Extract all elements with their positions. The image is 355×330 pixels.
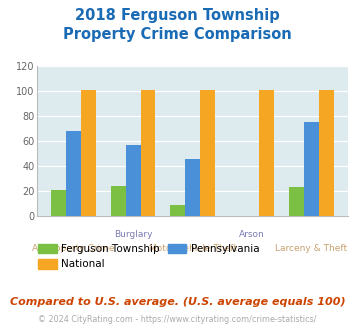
Text: 2018 Ferguson Township
Property Crime Comparison: 2018 Ferguson Township Property Crime Co… bbox=[63, 8, 292, 42]
Text: © 2024 CityRating.com - https://www.cityrating.com/crime-statistics/: © 2024 CityRating.com - https://www.city… bbox=[38, 315, 317, 324]
Bar bbox=[185, 159, 200, 216]
Text: Arson: Arson bbox=[239, 230, 265, 239]
Bar bbox=[81, 90, 96, 216]
Text: Motor Vehicle Theft: Motor Vehicle Theft bbox=[149, 244, 236, 253]
Legend: Ferguson Township, National, Pennsylvania: Ferguson Township, National, Pennsylvani… bbox=[34, 240, 263, 274]
Bar bbox=[126, 145, 141, 216]
Text: Compared to U.S. average. (U.S. average equals 100): Compared to U.S. average. (U.S. average … bbox=[10, 297, 345, 307]
Text: Larceny & Theft: Larceny & Theft bbox=[275, 244, 348, 253]
Bar bbox=[66, 131, 81, 216]
Text: Burglary: Burglary bbox=[114, 230, 152, 239]
Bar bbox=[141, 90, 155, 216]
Bar bbox=[111, 186, 126, 216]
Bar bbox=[319, 90, 334, 216]
Bar bbox=[260, 90, 274, 216]
Bar bbox=[200, 90, 215, 216]
Bar bbox=[304, 122, 319, 216]
Bar bbox=[289, 187, 304, 216]
Bar bbox=[170, 205, 185, 216]
Text: All Property Crime: All Property Crime bbox=[32, 244, 115, 253]
Bar bbox=[51, 190, 66, 216]
